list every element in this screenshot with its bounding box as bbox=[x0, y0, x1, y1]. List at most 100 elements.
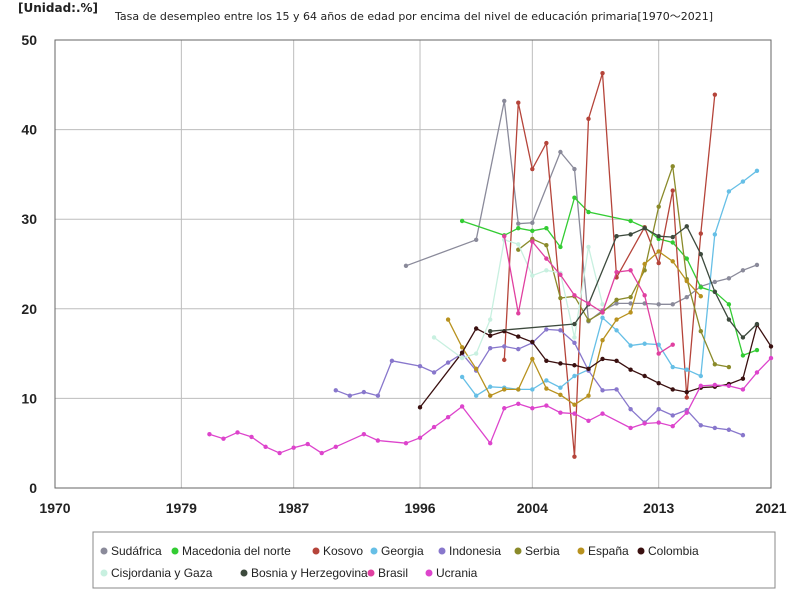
x-tick-label: 1987 bbox=[278, 500, 309, 516]
data-point bbox=[207, 432, 212, 437]
series-0 bbox=[403, 98, 760, 324]
legend-label: España bbox=[588, 544, 629, 558]
series-7 bbox=[417, 322, 774, 410]
data-point bbox=[614, 328, 619, 333]
data-point bbox=[670, 240, 675, 245]
data-point bbox=[586, 318, 591, 323]
legend-item: Bosnia y Herzegovina bbox=[240, 566, 368, 580]
series-2 bbox=[502, 70, 718, 459]
data-point bbox=[698, 383, 704, 389]
data-point bbox=[488, 329, 493, 334]
data-point bbox=[600, 388, 605, 393]
data-point bbox=[600, 310, 605, 315]
data-point bbox=[726, 276, 732, 281]
data-point bbox=[684, 389, 689, 395]
data-point bbox=[361, 389, 367, 395]
data-point bbox=[417, 405, 423, 410]
data-point bbox=[712, 232, 718, 237]
data-point bbox=[684, 224, 689, 229]
data-point bbox=[319, 450, 324, 456]
data-point bbox=[628, 367, 633, 372]
data-point bbox=[586, 244, 591, 250]
data-point bbox=[740, 387, 746, 392]
legend-label: Colombia bbox=[648, 544, 699, 558]
data-point bbox=[502, 344, 507, 349]
data-point bbox=[530, 406, 535, 411]
data-point bbox=[445, 317, 451, 322]
data-point bbox=[516, 221, 521, 226]
legend: Sudáfrica Macedonia del norte Kosovo Georgi… bbox=[92, 531, 776, 589]
data-point bbox=[516, 387, 521, 392]
data-point bbox=[656, 380, 661, 386]
data-point bbox=[726, 383, 732, 389]
legend-box bbox=[92, 531, 776, 589]
data-point bbox=[516, 225, 521, 231]
data-point bbox=[642, 261, 647, 267]
data-point bbox=[628, 301, 633, 306]
data-point bbox=[459, 404, 465, 409]
data-point bbox=[586, 116, 591, 122]
legend-marker bbox=[367, 569, 375, 577]
data-point bbox=[333, 388, 338, 393]
data-point bbox=[473, 351, 479, 356]
data-point bbox=[516, 311, 521, 316]
data-point bbox=[684, 294, 689, 300]
legend-marker bbox=[100, 569, 108, 577]
data-point bbox=[670, 413, 675, 418]
data-point bbox=[740, 432, 746, 438]
data-point bbox=[431, 335, 437, 340]
data-point bbox=[614, 234, 619, 239]
legend-item: Sudáfrica bbox=[100, 544, 162, 558]
data-point bbox=[375, 438, 381, 443]
data-point bbox=[530, 356, 535, 362]
data-point bbox=[516, 100, 521, 105]
data-point bbox=[572, 321, 577, 327]
data-point bbox=[488, 384, 493, 389]
data-point bbox=[403, 441, 409, 446]
series-line bbox=[433, 238, 604, 359]
data-point bbox=[768, 344, 774, 349]
legend-label: Serbia bbox=[525, 544, 560, 558]
data-point bbox=[417, 435, 423, 441]
data-point bbox=[305, 441, 310, 447]
data-point bbox=[698, 285, 704, 290]
data-point bbox=[628, 406, 633, 412]
legend-marker bbox=[171, 547, 179, 555]
data-point bbox=[572, 402, 577, 407]
legend-label: Bosnia y Herzegovina bbox=[251, 566, 368, 580]
legend-marker bbox=[577, 547, 585, 555]
legend-item: Cisjordania y Gaza bbox=[100, 566, 213, 580]
data-point bbox=[516, 247, 521, 252]
data-point bbox=[614, 269, 619, 275]
data-point bbox=[656, 302, 661, 307]
data-point bbox=[544, 256, 549, 261]
data-point bbox=[558, 328, 563, 333]
chart-title: Tasa de desempleo entre los 15 y 64 años… bbox=[114, 10, 713, 23]
data-point bbox=[572, 411, 577, 416]
plot-frame bbox=[54, 39, 772, 489]
data-point bbox=[684, 278, 689, 284]
series-line bbox=[503, 236, 674, 355]
x-tick-label: 2021 bbox=[755, 500, 786, 516]
data-point bbox=[530, 228, 535, 234]
data-point bbox=[558, 392, 563, 398]
data-point bbox=[361, 432, 367, 437]
data-point bbox=[740, 179, 746, 184]
data-point bbox=[558, 410, 563, 415]
x-tick-label: 1970 bbox=[39, 500, 70, 516]
data-point bbox=[698, 373, 704, 379]
data-point bbox=[740, 335, 746, 340]
data-point bbox=[544, 225, 549, 231]
data-point bbox=[530, 239, 535, 244]
data-point bbox=[614, 297, 619, 303]
data-point bbox=[600, 411, 605, 416]
data-point bbox=[530, 166, 535, 172]
data-point bbox=[586, 393, 591, 398]
data-point bbox=[726, 364, 732, 370]
data-point bbox=[656, 351, 661, 356]
legend-item: Ucrania bbox=[425, 566, 478, 580]
legend-marker bbox=[100, 547, 108, 555]
data-point bbox=[726, 427, 732, 432]
legend-label: Georgia bbox=[381, 544, 424, 558]
data-point bbox=[754, 347, 760, 353]
